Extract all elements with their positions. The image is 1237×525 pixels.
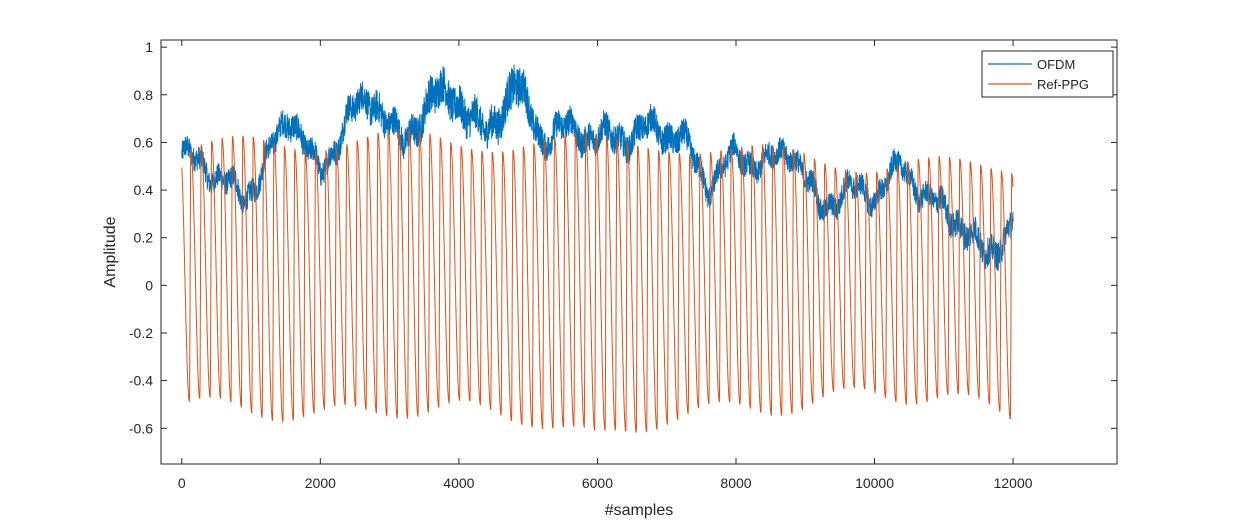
x-axis-label: #samples — [605, 502, 673, 519]
y-tick-label: 1 — [145, 39, 153, 55]
x-tick-label: 4000 — [443, 475, 474, 491]
x-axis: 0 2000 4000 6000 8000 10000 12000 — [178, 40, 1033, 491]
y-tick-label: -0.4 — [129, 373, 153, 389]
y-axis: 1 0.8 0.6 0.4 0.2 0 -0.2 -0.4 -0.6 — [129, 39, 1117, 436]
y-tick-label: 0.4 — [134, 182, 154, 198]
y-tick-label: -0.6 — [129, 420, 153, 436]
y-tick-label: 0.6 — [134, 134, 154, 150]
y-axis-label: Amplitude — [102, 216, 119, 287]
axes-box — [160, 39, 1118, 465]
x-tick-label: 12000 — [994, 475, 1033, 491]
x-tick-label: 10000 — [855, 475, 894, 491]
legend-entry-label: Ref-PPG — [1037, 77, 1089, 92]
y-tick-label: 0 — [145, 277, 153, 293]
y-tick-label: 0.8 — [134, 87, 154, 103]
legend-box — [981, 50, 1114, 98]
x-tick-label: 0 — [178, 475, 186, 491]
plot-area — [161, 40, 1117, 464]
x-tick-label: 8000 — [720, 475, 751, 491]
legend-entry-label: OFDM — [1037, 57, 1075, 72]
x-tick-label: 6000 — [582, 475, 613, 491]
legend: OFDM Ref-PPG — [981, 50, 1114, 98]
y-tick-label: 0.2 — [134, 230, 154, 246]
y-tick-label: -0.2 — [129, 325, 153, 341]
series-line-ref-ppg — [181, 127, 1014, 433]
series-layer — [181, 64, 1014, 433]
x-tick-label: 2000 — [305, 475, 336, 491]
